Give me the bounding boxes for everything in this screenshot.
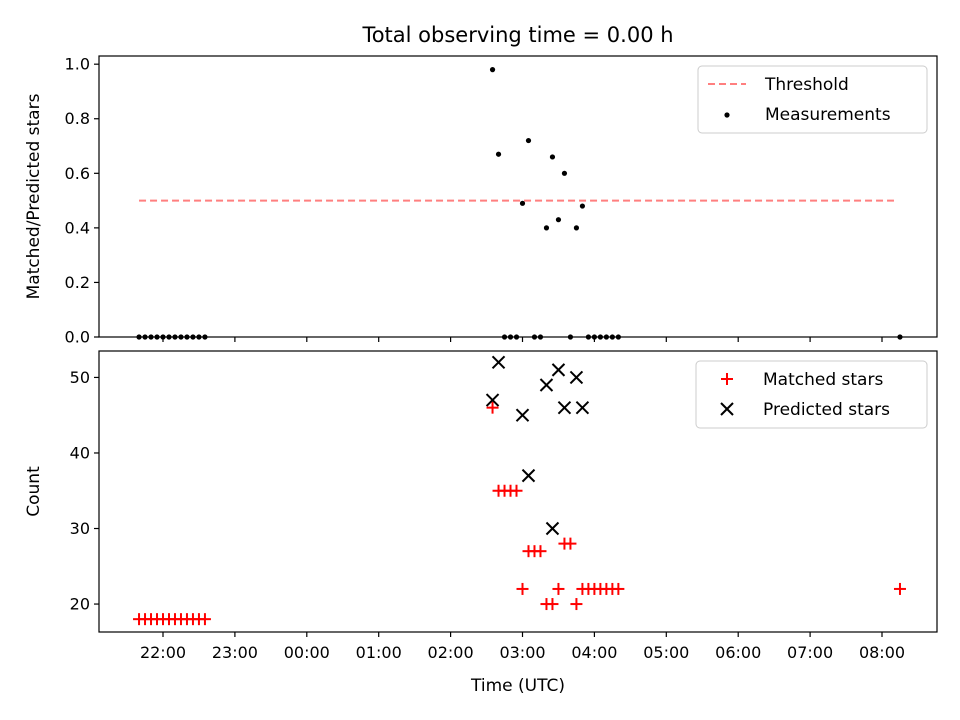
matched-stars-point	[893, 582, 906, 595]
measurement-point	[561, 170, 568, 176]
measurement-point	[555, 217, 562, 223]
matched-stars-point	[552, 582, 565, 595]
predicted-stars-point	[491, 355, 506, 370]
y-tick-label: 0.0	[65, 328, 90, 347]
predicted-stars-point	[551, 363, 566, 377]
legend-count: Matched stars Predicted stars	[695, 360, 928, 429]
y-axis-label-ratio: Matched/Predicted stars	[24, 93, 44, 299]
x-axis-label: Time (UTC)	[470, 676, 565, 696]
measurement-point	[543, 225, 550, 231]
predicted-stars-point	[521, 468, 536, 483]
x-tick-label: 23:00	[212, 643, 258, 662]
matched-stars-point	[570, 598, 583, 611]
y-tick-label: 0.2	[65, 273, 90, 292]
measurement-point	[579, 203, 586, 209]
y-tick-label: 40	[70, 443, 90, 462]
y-tick-label: 50	[70, 368, 90, 387]
legend-measurements-label: Measurements	[765, 105, 891, 125]
legend-ratio: Threshold Measurements	[697, 65, 928, 134]
chart-title: Total observing time = 0.00 h	[361, 23, 673, 47]
x-tick-label: 02:00	[428, 643, 474, 662]
x-tick-label: 07:00	[787, 643, 833, 662]
measurement-point	[573, 225, 580, 231]
panel-count: 20 30 40 50 22:00 23:00 00:00 01:00 02:00 03:00 0…	[24, 350, 938, 662]
predicted-stars-point	[545, 521, 560, 536]
legend-predicted-label: Predicted stars	[763, 400, 890, 420]
y-axis-label-count: Count	[24, 466, 44, 517]
x-tick-label: 08:00	[859, 643, 905, 662]
legend-threshold-label: Threshold	[764, 75, 849, 95]
measurement-point	[525, 137, 532, 144]
measurement-point	[549, 154, 556, 160]
legend-matched-label: Matched stars	[763, 370, 883, 390]
matched-stars-point	[516, 582, 529, 595]
measurement-point	[489, 67, 496, 73]
y-tick-label: 0.4	[65, 218, 90, 237]
panel-count-frame	[98, 350, 938, 633]
predicted-stars-point	[539, 378, 554, 392]
x-tick-label: 01:00	[356, 643, 402, 662]
y-tick-label: 30	[70, 519, 90, 538]
measurement-point	[519, 200, 526, 206]
x-tick-label: 22:00	[140, 643, 186, 662]
predicted-stars-point	[557, 400, 572, 415]
x-tick-label: 03:00	[499, 643, 545, 662]
x-tick-label: 04:00	[571, 643, 617, 662]
panel-ratio: 0.0 0.2 0.4 0.6 0.8 1.0 Matched/Predicted sta…	[24, 55, 938, 347]
predicted-stars-point	[515, 408, 530, 422]
matched-stars-point	[546, 598, 559, 611]
y-tick-label: 0.6	[65, 164, 90, 183]
panel-ratio-frame	[98, 55, 938, 338]
matched-stars-point	[486, 401, 499, 414]
x-tick-label: 05:00	[643, 643, 689, 662]
predicted-stars-point	[575, 400, 590, 415]
matched-stars-point	[612, 582, 625, 595]
y-tick-label: 0.8	[65, 109, 90, 128]
matched-stars-point	[198, 613, 211, 626]
measurement-point	[495, 151, 502, 157]
legend-predicted-swatch	[720, 402, 734, 416]
predicted-stars-point	[569, 370, 584, 385]
matched-stars-point	[564, 537, 577, 550]
predicted-stars-point	[485, 393, 500, 407]
matched-stars-point	[534, 545, 547, 558]
legend-measurements-swatch	[724, 112, 730, 118]
y-tick-label: 1.0	[65, 55, 90, 74]
legend-matched-swatch	[721, 373, 733, 385]
x-tick-label: 00:00	[284, 643, 330, 662]
x-tick-label: 06:00	[715, 643, 761, 662]
y-tick-label: 20	[70, 595, 90, 614]
matched-stars-point	[510, 484, 523, 497]
